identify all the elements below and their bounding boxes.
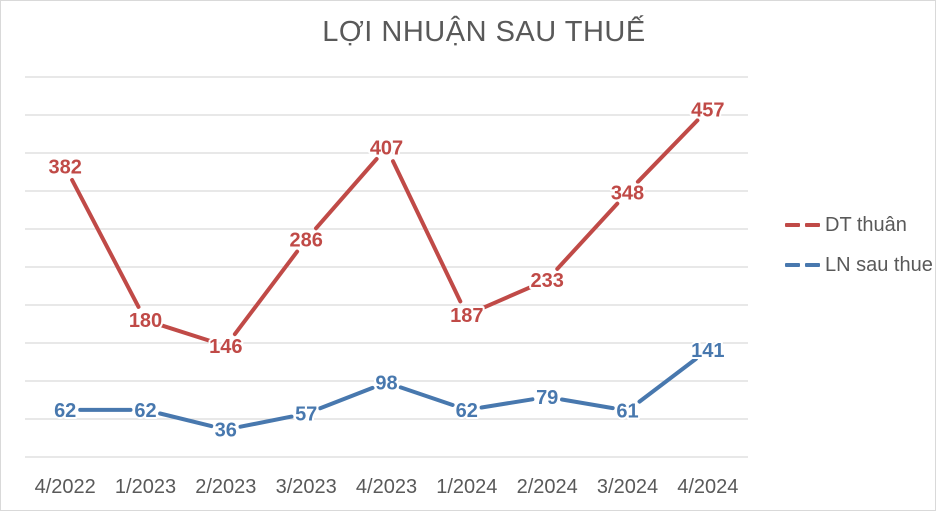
dt-thuan-data-label: 348	[611, 183, 644, 205]
ln-sau-thue-line-segment	[479, 397, 535, 410]
dt-thuan-line-segment	[70, 178, 141, 309]
red-dashed-line-icon	[785, 223, 820, 227]
dt-thuan-data-label: 233	[531, 270, 564, 292]
x-axis-label: 2/2024	[517, 476, 578, 498]
ln-sau-thue-data-label: 57	[295, 404, 317, 426]
dt-thuan-line-segment	[391, 159, 463, 304]
dt-thuan-line-segment	[157, 322, 214, 344]
dt-thuan-data-label: 146	[209, 336, 242, 358]
dt-thuan-line-segment	[232, 249, 300, 337]
dt-thuan-data-label: 286	[290, 230, 323, 252]
dt-thuan-line-segment	[555, 201, 620, 271]
x-axis-label: 4/2022	[35, 476, 96, 498]
dt-thuan-line-segment	[635, 118, 700, 184]
x-axis-label: 1/2023	[115, 476, 176, 498]
ln-sau-thue-data-label: 62	[456, 400, 478, 422]
ln-sau-thue-data-label: 98	[375, 373, 397, 395]
dt-thuan-line-segment	[478, 283, 536, 311]
dt-thuan-data-label: 457	[691, 100, 724, 122]
dt-thuan-data-label: 382	[49, 157, 82, 179]
legend: DT thuân LN sau thue	[785, 212, 935, 292]
ln-sau-thue-line-segment	[238, 414, 294, 429]
legend-label-ln-sau-thue: LN sau thue	[825, 253, 933, 276]
x-axis-label: 4/2024	[677, 476, 738, 498]
x-axis-label: 2/2023	[195, 476, 256, 498]
ln-sau-thue-data-label: 61	[616, 401, 638, 423]
x-axis-label: 3/2024	[597, 476, 658, 498]
ln-sau-thue-line-segment	[398, 385, 455, 407]
ln-sau-thue-line-segment	[158, 411, 214, 429]
ln-sau-thue-data-label: 79	[536, 387, 558, 409]
x-axis-label: 3/2023	[276, 476, 337, 498]
x-axis-label: 4/2023	[356, 476, 417, 498]
dt-thuan-data-label: 407	[370, 138, 403, 160]
blue-dashed-line-icon	[785, 263, 820, 267]
ln-sau-thue-line-segment	[560, 397, 615, 411]
ln-sau-thue-line-segment	[318, 385, 375, 411]
dt-thuan-line-segment	[314, 157, 379, 231]
ln-sau-thue-data-label: 62	[54, 400, 76, 422]
x-axis-label: 1/2024	[436, 476, 497, 498]
legend-item-ln-sau-thue: LN sau thue	[785, 252, 935, 278]
dt-thuan-data-label: 187	[450, 305, 483, 327]
ln-sau-thue-data-label: 141	[691, 340, 724, 362]
ln-sau-thue-line-segment	[637, 356, 698, 404]
legend-label-dt-thuan: DT thuân	[825, 213, 907, 236]
chart-title: LỢI NHUẬN SAU THUẾ	[322, 16, 646, 48]
dt-thuan-data-label: 180	[129, 310, 162, 332]
ln-sau-thue-data-label: 36	[215, 420, 237, 442]
legend-item-dt-thuan: DT thuân	[785, 212, 935, 238]
ln-sau-thue-data-label: 62	[134, 400, 156, 422]
